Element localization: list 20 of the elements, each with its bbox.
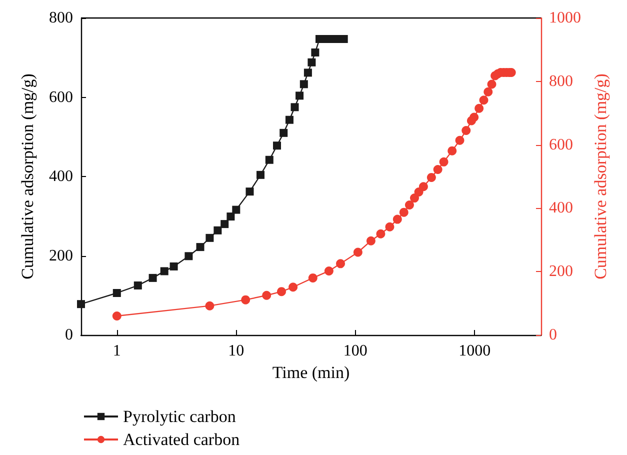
y2-tick-label: 800	[549, 72, 573, 90]
y-tick-label: 400	[49, 168, 73, 185]
x-tick-label: 100	[343, 342, 368, 360]
y2-tick-label: 0	[549, 326, 557, 344]
x-tick-label: 10	[228, 342, 244, 360]
y2-axis-title: Cumulative adsorption (mg/g)	[590, 74, 610, 280]
y2-tick-label: 200	[549, 263, 573, 280]
y-tick-label: 800	[49, 10, 73, 26]
legend-label: Activated carbon	[123, 430, 240, 449]
y2-tick-label: 400	[549, 200, 573, 217]
x-axis-title: Time (min)	[272, 362, 350, 382]
y2-tick-label: 600	[549, 136, 573, 154]
y-tick-label: 0	[65, 326, 73, 344]
y-tick-label: 600	[49, 88, 73, 106]
y-axis-title: Cumulative adsorption (mg/g)	[18, 74, 37, 280]
x-tick-label: 1	[112, 342, 121, 360]
y2-tick-label: 1000	[549, 10, 581, 26]
legend-label: Pyrolytic carbon	[123, 407, 236, 426]
x-tick-label: 1000	[458, 342, 491, 360]
y-tick-label: 200	[49, 247, 73, 264]
